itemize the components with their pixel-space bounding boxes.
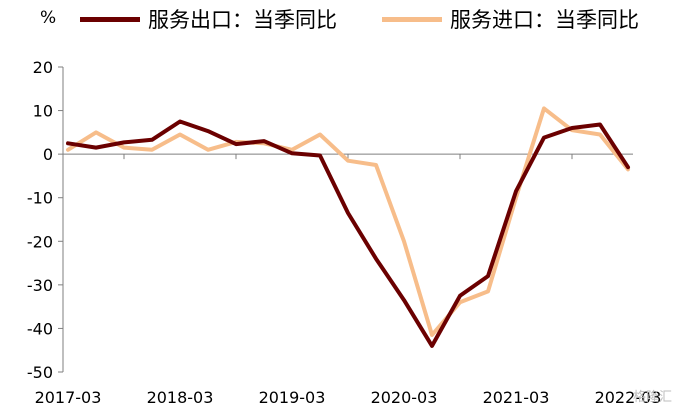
y-tick-label: -40 — [27, 319, 53, 338]
legend-swatch-imports — [382, 16, 442, 22]
y-tick-label: -30 — [27, 276, 53, 295]
y-tick-label: -50 — [27, 363, 53, 382]
x-tick-label: 2022-03 — [595, 388, 662, 407]
x-tick-label: 2020-03 — [371, 388, 438, 407]
legend-label-imports: 服务进口：当季同比 — [450, 8, 639, 32]
y-tick-label: 20 — [33, 58, 53, 77]
legend-swatch-exports — [80, 16, 140, 22]
legend-item-service-imports: 服务进口：当季同比 — [382, 4, 639, 34]
y-tick-label: 10 — [33, 102, 53, 121]
x-tick-label: 2019-03 — [259, 388, 326, 407]
y-tick-label: -10 — [27, 189, 53, 208]
y-axis-unit-label: % — [40, 8, 57, 28]
y-tick-label: -20 — [27, 232, 53, 251]
x-tick-label: 2018-03 — [147, 388, 214, 407]
series-line-service-imports — [66, 106, 630, 337]
series-line-service-exports — [66, 119, 630, 348]
legend-label-exports: 服务出口：当季同比 — [148, 8, 337, 32]
legend-item-service-exports: 服务出口：当季同比 — [80, 4, 337, 34]
x-tick-label: 2021-03 — [483, 388, 550, 407]
watermark-text: 格隆汇 — [632, 390, 672, 405]
x-tick-label: 2017-03 — [35, 388, 102, 407]
y-tick-label: 0 — [43, 145, 53, 164]
